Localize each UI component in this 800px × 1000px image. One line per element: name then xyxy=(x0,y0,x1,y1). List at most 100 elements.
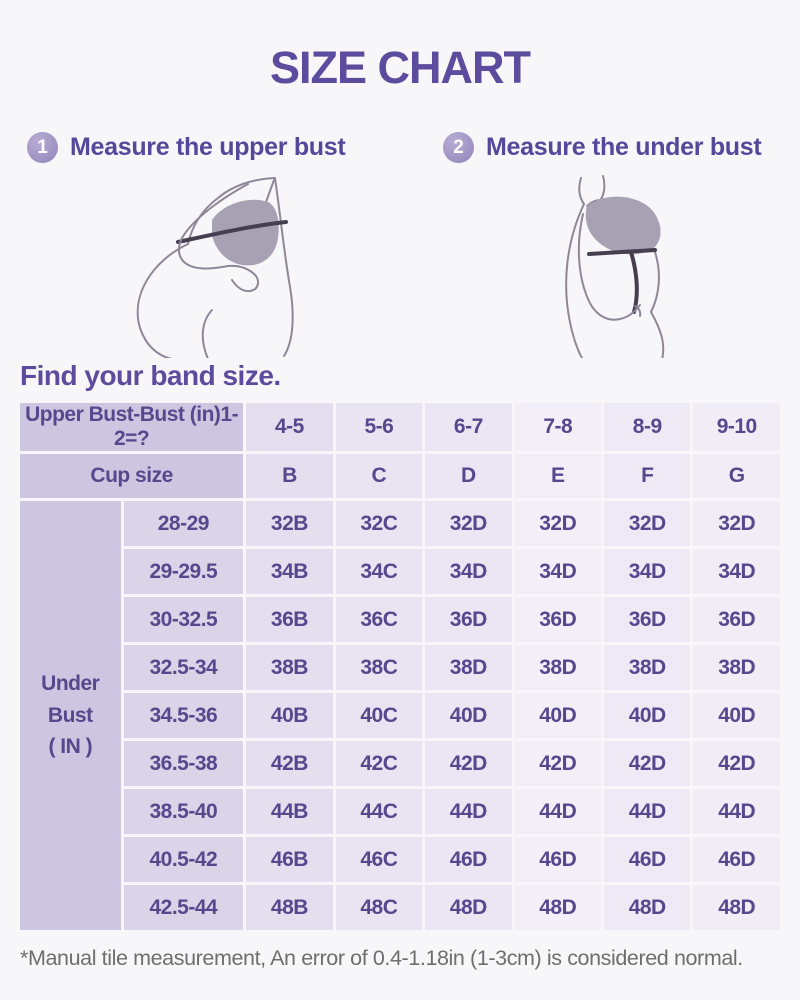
size-cell: 42D xyxy=(425,741,512,786)
size-cell: 46B xyxy=(246,837,333,882)
under-bust-range-cell: 29-29.5 xyxy=(123,549,244,594)
page-title: SIZE CHART xyxy=(270,42,531,93)
diff-header-cell: 9-10 xyxy=(693,403,780,451)
size-cell: 42D xyxy=(693,741,780,786)
diff-header-row: Upper Bust-Bust (in)1-2=? 4-5 5-6 6-7 7-… xyxy=(20,403,780,451)
back-line xyxy=(274,177,294,357)
belly-line xyxy=(136,243,189,360)
bra-shape xyxy=(212,199,279,266)
size-cell: 36D xyxy=(693,597,780,642)
size-cell: 38D xyxy=(693,645,780,690)
step-1-label: Measure the upper bust xyxy=(70,133,346,161)
neck-back-line xyxy=(578,177,585,205)
cup-header-cell: F xyxy=(604,454,691,498)
size-cell: 44B xyxy=(246,789,333,834)
table-row: Under Bust( IN ) 28-29 32B 32C 32D 32D 32D 32D xyxy=(20,501,780,930)
size-cell: 38D xyxy=(425,645,512,690)
size-cell: 36B xyxy=(246,597,333,642)
size-cell: 44D xyxy=(425,789,512,834)
size-cell: 48D xyxy=(514,885,601,930)
size-cell: 46D xyxy=(514,837,601,882)
under-bust-range-cell: 30-32.5 xyxy=(123,597,244,642)
size-cell: 42B xyxy=(246,741,333,786)
bra-shape xyxy=(585,196,661,255)
cup-header-cell: G xyxy=(693,454,780,498)
size-cell: 32D xyxy=(693,501,780,546)
measuring-tape-end-line xyxy=(629,250,639,314)
diff-header-cell: 7-8 xyxy=(514,403,601,451)
table-row: 42.5-44 48B 48C 48D 48D 48D 48D xyxy=(20,885,780,930)
size-cell: 34C xyxy=(335,549,423,594)
size-cell: 46D xyxy=(425,837,512,882)
cup-size-label-cell: Cup size xyxy=(20,454,244,498)
row-group-label-line2: ( IN ) xyxy=(48,735,93,759)
size-cell: 36D xyxy=(514,597,601,642)
diff-header-cell: 4-5 xyxy=(246,403,333,451)
size-cell: 46D xyxy=(604,837,691,882)
size-table-body: Upper Bust-Bust (in)1-2=? 4-5 5-6 6-7 7-… xyxy=(20,403,780,930)
size-cell: 38D xyxy=(514,645,601,690)
size-cell: 46D xyxy=(693,837,780,882)
diff-header-cell: 5-6 xyxy=(335,403,423,451)
size-cell: 32D xyxy=(514,501,601,546)
table-row: 30-32.5 36B 36C 36D 36D 36D 36D xyxy=(20,597,780,642)
table-row: 38.5-40 44B 44C 44D 44D 44D 44D xyxy=(20,789,780,834)
size-cell: 34B xyxy=(246,549,333,594)
diff-header-cell: 6-7 xyxy=(425,403,512,451)
cup-header-row: Cup size B C D E F G xyxy=(20,454,780,498)
size-cell: 32B xyxy=(246,501,333,546)
size-cell: 34D xyxy=(425,549,512,594)
size-cell: 36D xyxy=(604,597,691,642)
size-cell: 32D xyxy=(425,501,512,546)
torso-under-bust-icon xyxy=(565,175,665,361)
under-bust-range-cell: 36.5-38 xyxy=(123,741,244,786)
size-cell: 44C xyxy=(335,789,423,834)
size-cell: 46C xyxy=(335,837,423,882)
step-1-number-badge: 1 xyxy=(27,132,58,163)
footnote: *Manual tile measurement, An error of 0.… xyxy=(20,946,743,970)
cup-header-cell: C xyxy=(335,454,423,498)
measuring-tape-band-line xyxy=(587,248,657,256)
table-row: 34.5-36 40B 40C 40D 40D 40D 40D xyxy=(20,693,780,738)
arm-line xyxy=(577,213,641,321)
table-row: 40.5-42 46B 46C 46D 46D 46D 46D xyxy=(20,837,780,882)
size-cell: 44D xyxy=(514,789,601,834)
hand-line xyxy=(634,305,642,317)
hand-line xyxy=(227,264,259,293)
size-cell: 40D xyxy=(514,693,601,738)
row-group-label-cell: Under Bust ( IN ) xyxy=(20,501,121,930)
measuring-tape-line xyxy=(176,220,288,244)
cup-header-cell: E xyxy=(514,454,601,498)
size-cell: 40D xyxy=(425,693,512,738)
shoulder-line xyxy=(217,177,276,199)
size-cell: 40C xyxy=(335,693,423,738)
size-cell: 32D xyxy=(604,501,691,546)
size-cell: 38D xyxy=(604,645,691,690)
upper-bust-measure-illustration xyxy=(85,172,365,360)
size-table: Upper Bust-Bust (in)1-2=? 4-5 5-6 6-7 7-… xyxy=(17,400,783,933)
table-row: 32.5-34 38B 38C 38D 38D 38D 38D xyxy=(20,645,780,690)
size-cell: 42C xyxy=(335,741,423,786)
under-bust-range-cell: 42.5-44 xyxy=(123,885,244,930)
torso-upper-bust-icon xyxy=(136,177,294,360)
size-cell: 42D xyxy=(514,741,601,786)
size-cell: 34D xyxy=(514,549,601,594)
step-1: 1 Measure the upper bust xyxy=(27,132,346,163)
section-heading: Find your band size. xyxy=(20,360,281,391)
size-cell: 38C xyxy=(335,645,423,690)
table-row: 29-29.5 34B 34C 34D 34D 34D 34D xyxy=(20,549,780,594)
corner-header-cell: Upper Bust-Bust (in)1-2=? xyxy=(20,403,244,451)
size-cell: 34D xyxy=(604,549,691,594)
size-cell: 40D xyxy=(604,693,691,738)
bra-strap-line xyxy=(265,179,275,203)
cup-header-cell: D xyxy=(425,454,512,498)
size-cell: 48B xyxy=(246,885,333,930)
size-cell: 32C xyxy=(335,501,423,546)
step-2: 2 Measure the under bust xyxy=(443,132,762,163)
under-bust-range-cell: 40.5-42 xyxy=(123,837,244,882)
under-bust-range-cell: 34.5-36 xyxy=(123,693,244,738)
under-bust-range-cell: 32.5-34 xyxy=(123,645,244,690)
size-cell: 40D xyxy=(693,693,780,738)
row-group-label-line1: Under Bust xyxy=(41,672,100,727)
